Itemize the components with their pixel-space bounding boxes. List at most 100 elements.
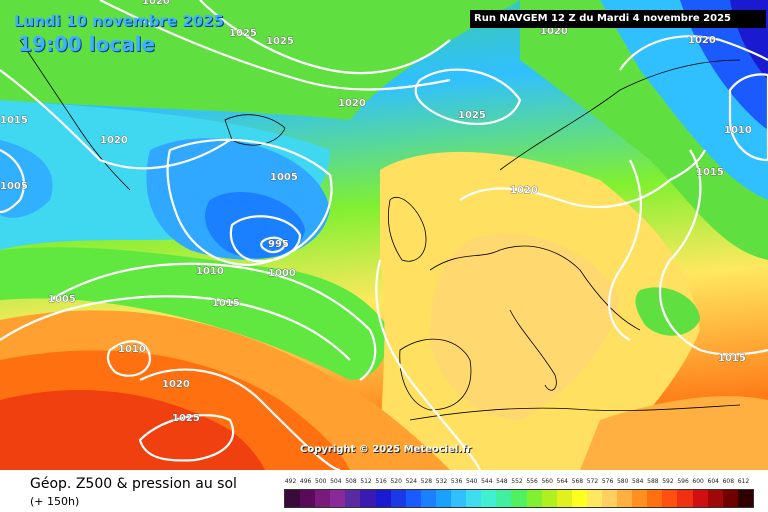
isobar-label: 1015 (696, 167, 724, 178)
band-light-yellow-core (430, 233, 620, 420)
color-scale-swatch (481, 490, 497, 507)
color-scale-value: 500 (315, 478, 327, 485)
italy-coast (509, 309, 557, 391)
color-scale-value: 600 (692, 478, 704, 485)
color-scale-swatch (632, 490, 648, 507)
color-scale-value: 512 (360, 478, 372, 485)
color-scale-value: 576 (601, 478, 614, 485)
pressure-map: 1020 1025 1025 1020 1025 1020 1010 1015 … (0, 0, 768, 470)
isobar-label: 1025 (229, 28, 257, 39)
color-scale-swatch (662, 490, 678, 507)
color-scale-swatch (405, 490, 421, 507)
isobar-label: 995 (268, 239, 289, 250)
color-scale-swatch (390, 490, 406, 507)
forecast-date: Lundi 10 novembre 2025 (14, 12, 224, 30)
isobar (199, 0, 451, 75)
isobar-labels: 1020 1025 1025 1020 1025 1020 1010 1015 … (0, 0, 752, 424)
isobar (0, 69, 231, 170)
isobar (49, 262, 377, 381)
band-green-east (635, 287, 700, 336)
isobar-label: 1020 (688, 35, 716, 46)
model-run-info: Run NAVGEM 12 Z du Mardi 4 novembre 2025 (470, 10, 766, 28)
color-scale-swatch (466, 490, 482, 507)
color-scale-swatch (601, 490, 618, 507)
isobar-label: 1025 (458, 110, 486, 121)
color-scale-swatch (300, 490, 316, 507)
color-scale-swatch (420, 490, 436, 507)
isobar-label: 1005 (48, 294, 76, 305)
color-scale-value: 552 (511, 478, 523, 485)
isobar (658, 149, 768, 356)
color-scale-swatch (707, 490, 723, 507)
color-scale-swatch (496, 490, 512, 507)
isobar-label: 1020 (338, 98, 366, 109)
band-deep-blue-low (205, 191, 305, 259)
color-scale-value: 548 (496, 478, 508, 485)
color-scale-value: 604 (707, 478, 719, 485)
isobar (608, 159, 642, 341)
isobar-label: 1025 (172, 413, 200, 424)
isobar-label: 1010 (118, 344, 146, 355)
forecast-lead-time: (+ 150h) (30, 495, 80, 508)
color-scale-value: 588 (647, 478, 659, 485)
color-scale-value: 520 (390, 478, 402, 485)
color-scale-value: 516 (375, 478, 387, 485)
isobar (99, 0, 451, 91)
color-scale-swatch (647, 490, 663, 507)
isobar (139, 368, 341, 470)
color-scale-swatch (375, 490, 391, 507)
color-scale-swatch (737, 490, 753, 507)
isobar (229, 215, 302, 263)
color-scale-swatch (722, 490, 738, 507)
color-scale-value: 572 (586, 478, 599, 485)
isobar (619, 35, 768, 71)
isobar-label: 1015 (718, 353, 746, 364)
isobar (375, 259, 481, 470)
isobar (260, 236, 287, 254)
color-scale-value: 508 (345, 478, 357, 485)
isobar (138, 414, 235, 462)
isobars (0, 0, 768, 470)
color-scale-bar (284, 489, 754, 508)
color-scale-swatch (571, 490, 587, 507)
color-scale-swatch (360, 490, 376, 507)
band-red-south (0, 390, 265, 470)
copyright-notice: Copyright © 2025 Meteociel.fr (300, 444, 472, 455)
isobar-label: 1005 (270, 172, 298, 183)
greenland-coast (19, 39, 131, 191)
color-scale-value: 496 (299, 478, 312, 485)
color-scale-swatch (617, 490, 633, 507)
color-scale-swatch (586, 490, 602, 507)
color-scale-swatch (511, 490, 527, 507)
isobar (0, 149, 25, 214)
isobar-label: 1015 (0, 115, 28, 126)
color-scale-value: 524 (405, 478, 418, 485)
isobar-label: 1000 (268, 268, 296, 279)
western-europe-coast (429, 245, 641, 331)
color-scale-swatch (556, 490, 572, 507)
isobar-label: 1010 (724, 125, 752, 136)
isobar-label: 1020 (142, 0, 170, 7)
forecast-time: 19:00 locale (18, 32, 155, 56)
color-scale-value: 596 (677, 478, 689, 485)
isobar (414, 68, 522, 126)
color-scale-swatch (451, 490, 467, 507)
color-scale-labels: 492 496 500 504 508 512 516 520 524 528 532 536 540 5… (283, 478, 753, 488)
north-africa-coast (409, 404, 741, 421)
isobar-label: 1015 (212, 298, 240, 309)
isobar-label: 1020 (510, 185, 538, 196)
color-scale-value: 592 (662, 478, 674, 485)
isobar-label: 1010 (196, 266, 224, 277)
color-scale-value: 532 (435, 478, 448, 485)
map-title: Géop. Z500 & pression au sol (30, 476, 237, 492)
color-scale-value: 580 (616, 478, 629, 485)
isobar (106, 340, 152, 377)
color-scale-value: 528 (420, 478, 433, 485)
color-scale-value: 612 (737, 478, 750, 485)
color-scale-value: 492 (284, 478, 297, 485)
color-scale-swatch (435, 490, 452, 507)
isobar-label: 1020 (540, 26, 568, 37)
color-scale-value: 536 (450, 478, 463, 485)
isobar-label: 1005 (0, 181, 28, 192)
